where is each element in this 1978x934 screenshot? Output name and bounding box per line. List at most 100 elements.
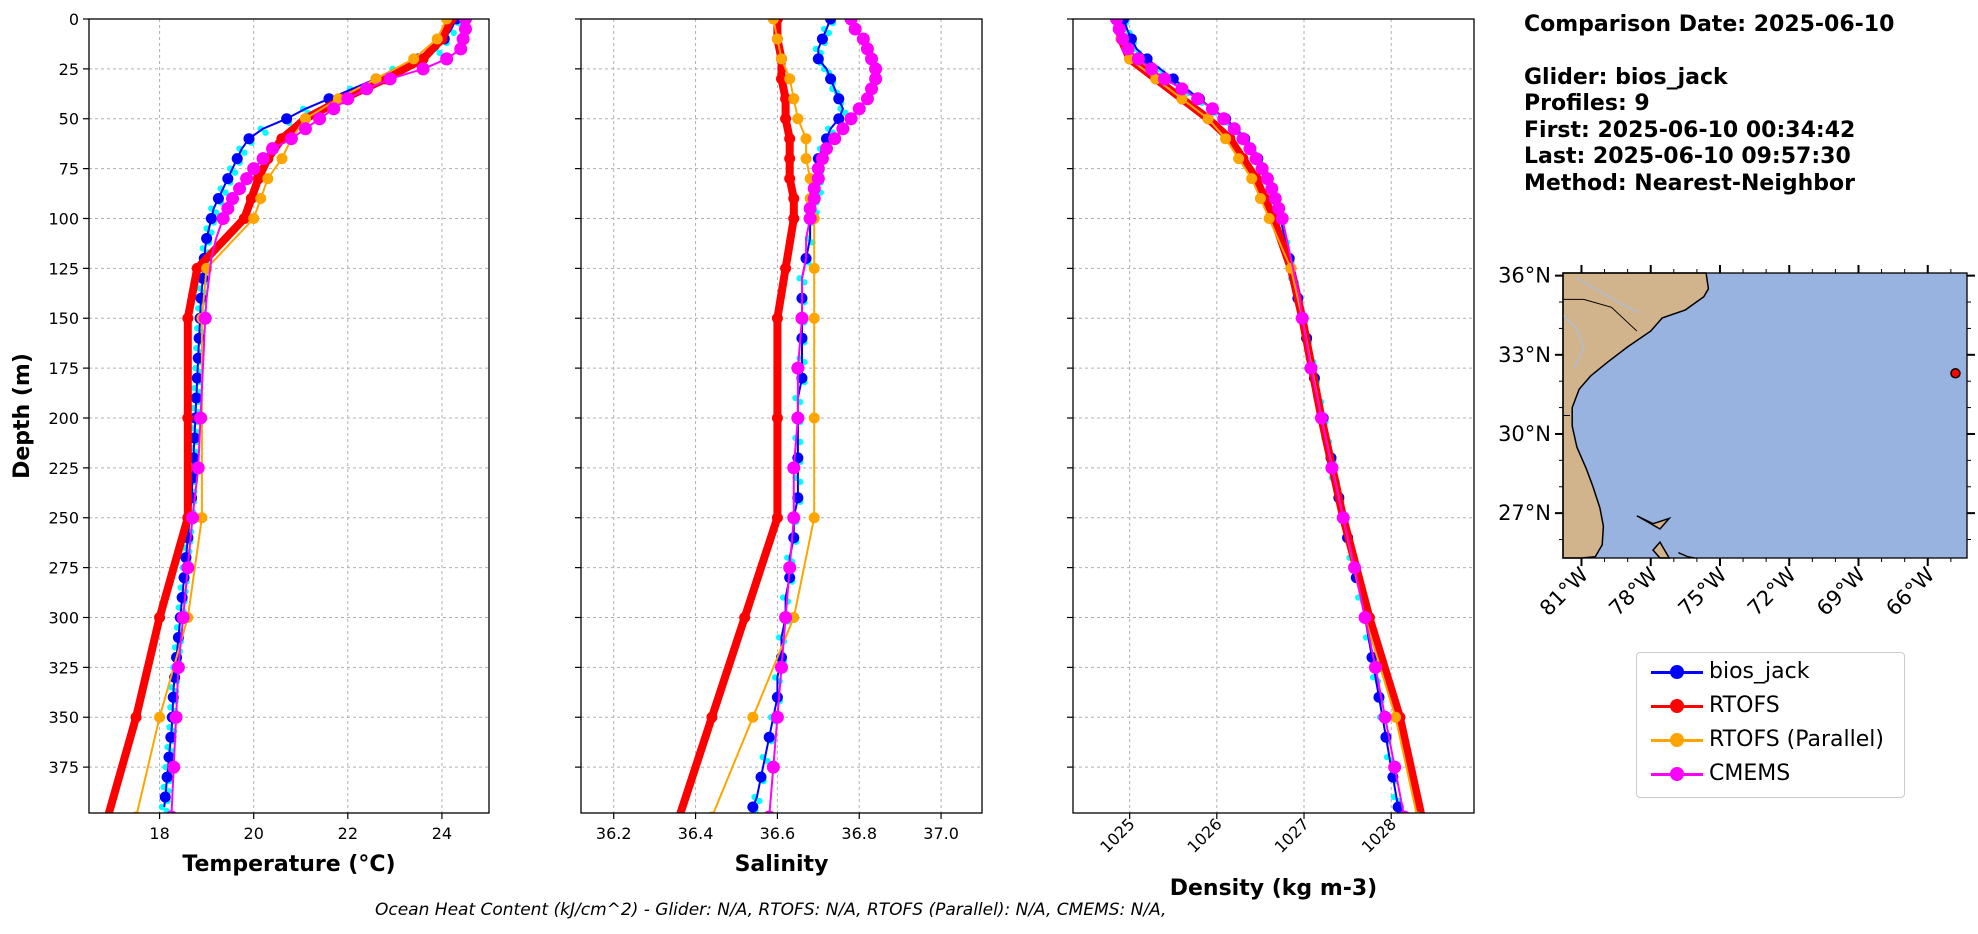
map-panel: 36°N 33°N 30°N 27°N 81°W 78°W 75°W 72°W 69°W 66°W bbox=[1498, 264, 1975, 621]
data-point bbox=[771, 691, 783, 703]
data-point bbox=[191, 262, 203, 274]
data-point bbox=[360, 82, 374, 96]
data-point bbox=[171, 660, 185, 674]
data-point bbox=[803, 202, 817, 216]
raw-data-point bbox=[436, 49, 443, 57]
series-line-bios-jack bbox=[163, 19, 458, 808]
data-point bbox=[1390, 711, 1402, 723]
lat-tick-label: 30°N bbox=[1498, 422, 1551, 446]
data-point bbox=[808, 312, 820, 324]
data-point bbox=[780, 93, 792, 105]
data-point bbox=[240, 172, 254, 186]
data-point bbox=[370, 73, 382, 85]
legend-marker bbox=[1670, 699, 1684, 713]
data-point bbox=[852, 102, 866, 116]
data-point bbox=[1295, 311, 1309, 325]
data-point bbox=[1348, 561, 1362, 575]
data-point bbox=[767, 19, 779, 25]
data-point bbox=[1336, 511, 1350, 525]
data-point bbox=[154, 611, 166, 623]
data-point bbox=[1217, 112, 1231, 126]
plot-area bbox=[675, 19, 883, 813]
raw-data-point bbox=[262, 129, 269, 136]
y-tick-label: 325 bbox=[48, 658, 79, 677]
data-point bbox=[1265, 182, 1279, 196]
data-point bbox=[417, 53, 429, 65]
x-tick-label: 22 bbox=[338, 824, 358, 843]
data-point bbox=[848, 22, 862, 36]
data-point bbox=[1175, 82, 1189, 96]
data-point bbox=[787, 461, 801, 475]
data-point bbox=[812, 53, 824, 65]
data-point bbox=[706, 711, 718, 723]
data-point bbox=[792, 492, 804, 504]
data-point bbox=[440, 52, 454, 66]
y-tick-label: 200 bbox=[48, 409, 79, 428]
plot-area bbox=[104, 19, 472, 813]
data-point bbox=[1233, 153, 1245, 165]
x-tick-label: 36.8 bbox=[841, 824, 877, 843]
data-point bbox=[191, 461, 205, 475]
lon-tick-label: 66°W bbox=[1881, 562, 1939, 620]
data-point bbox=[313, 112, 327, 126]
data-point bbox=[869, 62, 883, 76]
data-point bbox=[1116, 32, 1130, 46]
river bbox=[1562, 314, 1585, 369]
data-point bbox=[844, 112, 858, 126]
data-point bbox=[1246, 173, 1258, 185]
data-point bbox=[298, 122, 312, 136]
lat-tick-label: 33°N bbox=[1498, 343, 1551, 367]
data-point bbox=[803, 211, 817, 225]
y-tick-label: 150 bbox=[48, 309, 79, 328]
data-point bbox=[1368, 660, 1382, 674]
data-point bbox=[784, 173, 796, 185]
profiles-count: Profiles: 9 bbox=[1524, 91, 1650, 116]
data-point bbox=[233, 182, 247, 196]
data-point bbox=[807, 182, 821, 196]
comparison-date: Comparison Date: 2025-06-10 bbox=[1524, 12, 1895, 37]
data-point bbox=[176, 610, 190, 624]
data-point bbox=[807, 192, 821, 206]
x-tick-label: 37.0 bbox=[923, 824, 959, 843]
data-point bbox=[1388, 760, 1402, 774]
lon-tick-label: 72°W bbox=[1743, 562, 1801, 620]
data-point bbox=[739, 611, 751, 623]
data-point bbox=[833, 113, 845, 125]
data-point bbox=[788, 93, 800, 105]
data-point bbox=[201, 232, 213, 244]
data-point bbox=[784, 73, 796, 85]
data-point bbox=[1112, 22, 1126, 36]
lat-tick-label: 36°N bbox=[1498, 264, 1551, 288]
data-point bbox=[222, 173, 234, 185]
data-point bbox=[190, 392, 202, 404]
legend: bios_jack RTOFS RTOFS (Parallel) CMEMS bbox=[1636, 652, 1905, 798]
data-point bbox=[1325, 461, 1339, 475]
data-point bbox=[130, 711, 142, 723]
panel-salinity: 36.2 36.4 36.6 36.8 37.0 Salinity bbox=[575, 18, 983, 877]
x-tick-label: 1028 bbox=[1358, 814, 1400, 856]
data-point bbox=[1378, 710, 1392, 724]
data-point bbox=[169, 710, 183, 724]
data-point bbox=[792, 113, 804, 125]
legend-marker bbox=[1670, 767, 1684, 781]
data-point bbox=[747, 801, 759, 813]
data-point bbox=[1121, 42, 1135, 56]
data-point bbox=[865, 52, 879, 66]
last-time: Last: 2025-06-10 09:57:30 bbox=[1524, 144, 1851, 169]
data-point bbox=[245, 193, 257, 205]
panel-temperature: 0 25 50 75 100 125 150 175 200 225 250 275 300 325 350… bbox=[10, 10, 490, 877]
data-point bbox=[383, 72, 397, 86]
data-point bbox=[1255, 162, 1269, 176]
data-point bbox=[1205, 102, 1219, 116]
y-tick-label: 350 bbox=[48, 708, 79, 727]
x-tick-label: 36.6 bbox=[760, 824, 796, 843]
data-point bbox=[1141, 53, 1153, 65]
data-point bbox=[763, 731, 775, 743]
data-point bbox=[833, 93, 845, 105]
y-axis-label: Depth (m) bbox=[10, 353, 35, 479]
legend-marker bbox=[1670, 665, 1684, 679]
data-point bbox=[865, 82, 879, 96]
data-point bbox=[252, 173, 264, 185]
data-point bbox=[811, 172, 825, 186]
